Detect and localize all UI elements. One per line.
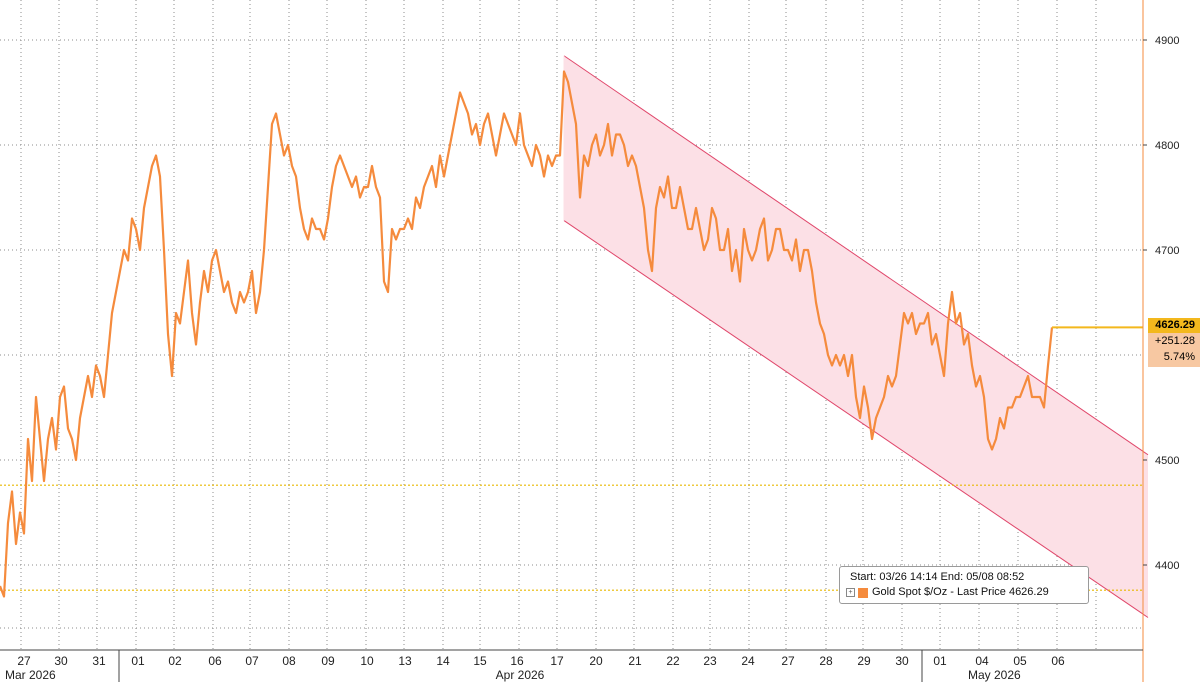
y-tick-label: 4900 — [1155, 35, 1179, 47]
legend-series-row[interactable]: + Gold Spot $/Oz - Last Price 4626.29 — [846, 585, 1088, 600]
x-tick-label: 15 — [473, 654, 487, 668]
x-tick-label: 02 — [168, 654, 182, 668]
x-tick-label: 22 — [666, 654, 680, 668]
legend-series-label: Gold Spot $/Oz - Last Price 4626.29 — [872, 586, 1049, 598]
x-tick-label: 28 — [819, 654, 833, 668]
x-tick-label: 01 — [131, 654, 145, 668]
month-label: May 2026 — [968, 668, 1021, 682]
x-tick-label: 30 — [54, 654, 68, 668]
month-label: Mar 2026 — [5, 668, 56, 682]
x-tick-label: 05 — [1013, 654, 1027, 668]
y-tick-label: 4500 — [1155, 455, 1179, 467]
x-tick-label: 07 — [245, 654, 259, 668]
x-tick-label: 27 — [17, 654, 31, 668]
series-swatch-icon — [858, 587, 868, 598]
x-tick-label: 09 — [321, 654, 335, 668]
legend-box[interactable]: Start: 03/26 14:14 End: 05/08 08:52 + Go… — [839, 566, 1089, 604]
change-abs: +251.28 — [1154, 335, 1195, 347]
x-tick-label: 23 — [703, 654, 717, 668]
gold-price-line — [0, 70, 1054, 598]
x-tick-label: 30 — [895, 654, 909, 668]
expand-icon[interactable]: + — [846, 588, 855, 597]
channel-fill — [564, 55, 1148, 618]
trend-channel — [563, 55, 1149, 618]
x-tick-label: 31 — [92, 654, 106, 668]
x-tick-label: 27 — [781, 654, 795, 668]
x-tick-label: 13 — [398, 654, 412, 668]
month-label: Apr 2026 — [496, 668, 545, 682]
channel-lower-line — [563, 220, 1149, 618]
legend-range: Start: 03/26 14:14 End: 05/08 08:52 — [850, 571, 1025, 583]
x-tick-label: 21 — [628, 654, 642, 668]
x-tick-label: 01 — [933, 654, 947, 668]
channel-upper-line — [563, 55, 1149, 456]
x-tick-label: 29 — [857, 654, 871, 668]
last-price-tag: 4626.29 — [1148, 318, 1200, 333]
change-tag: +251.28 5.74% — [1148, 333, 1200, 367]
change-pct: 5.74% — [1163, 351, 1195, 363]
x-tick-label: 10 — [360, 654, 374, 668]
x-tick-label: 06 — [1051, 654, 1065, 668]
x-tick-label: 08 — [282, 654, 296, 668]
x-tick-label: 20 — [589, 654, 603, 668]
x-tick-label: 24 — [741, 654, 755, 668]
x-tick-label: 17 — [550, 654, 564, 668]
y-tick-label: 4800 — [1155, 140, 1179, 152]
x-tick-label: 04 — [975, 654, 989, 668]
x-tick-label: 06 — [208, 654, 222, 668]
y-tick-label: 4700 — [1155, 245, 1179, 257]
x-tick-label: 14 — [436, 654, 450, 668]
x-tick-label: 16 — [510, 654, 524, 668]
y-tick-label: 4400 — [1155, 560, 1179, 572]
series-layer — [0, 70, 1143, 598]
